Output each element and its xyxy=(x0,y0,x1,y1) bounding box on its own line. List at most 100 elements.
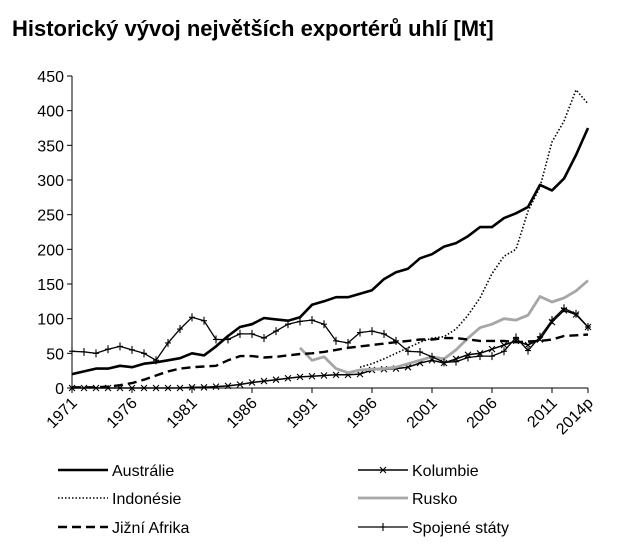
series-1-point-2006-b xyxy=(488,345,496,353)
series-5-point-2002 xyxy=(441,358,447,367)
series-1-point-1986 xyxy=(248,379,256,386)
series-1-point-1974-b xyxy=(104,384,112,392)
series-1-point-1984-b xyxy=(224,382,232,390)
series-5-point-1980 xyxy=(177,325,183,334)
series-1-point-1982-b xyxy=(200,383,208,391)
x-tick-label: 2001 xyxy=(404,395,441,432)
x-tick-label: 1981 xyxy=(164,395,201,432)
series-5-point-1994 xyxy=(345,338,351,347)
series-1-point-1985-b xyxy=(236,381,244,388)
y-tick-label: 150 xyxy=(37,277,64,294)
series-5-point-2008 xyxy=(513,333,519,342)
x-tick-label: 1996 xyxy=(344,395,381,432)
series-5-point-1978 xyxy=(153,356,159,365)
series-1-point-1988 xyxy=(272,376,280,384)
series-5-point-1989 xyxy=(285,320,291,329)
legend-item-1: Kolumbie xyxy=(358,463,479,480)
series-1-point-1978-b xyxy=(152,384,160,392)
y-tick-label: 450 xyxy=(37,69,64,86)
series-1-point-1977 xyxy=(140,384,148,392)
series-1-point-1992-b xyxy=(320,372,328,379)
series-5-point-2009 xyxy=(525,346,531,355)
series-5-point-1981 xyxy=(189,313,195,322)
series-1-point-1985 xyxy=(236,381,244,388)
series-5-point-1974 xyxy=(105,345,111,354)
series-5-point-1975 xyxy=(117,342,123,351)
series-1-point-1983-b xyxy=(212,383,220,391)
series-1-point-1989 xyxy=(284,374,292,382)
y-tick-label: 100 xyxy=(37,312,64,329)
legend-marker-5 xyxy=(380,523,386,531)
y-tick-label: 200 xyxy=(37,242,64,259)
series-5-point-1996 xyxy=(369,327,375,336)
legend: Austrálie Kolumbie Indonésie Rusko Jižní Afr… xyxy=(58,463,509,537)
series-5-point-1983 xyxy=(213,335,219,344)
y-tick-label: 50 xyxy=(46,346,64,363)
legend-marker-1-b xyxy=(379,466,387,474)
series-5-point-1977 xyxy=(141,349,147,358)
series-1-point-1993 xyxy=(332,371,340,379)
series-5-point-2006 xyxy=(489,352,495,361)
series-1-point-1976 xyxy=(128,384,136,392)
series-1-line xyxy=(72,309,589,389)
series-1-point-1973 xyxy=(92,384,100,392)
series-5-point-1979 xyxy=(165,338,171,347)
series-5-point-2003 xyxy=(453,357,459,366)
series-5-point-1976 xyxy=(129,345,135,354)
series-5-point-1972 xyxy=(81,347,87,356)
legend-item-5: Spojené státy xyxy=(358,520,509,537)
series-2-line xyxy=(359,89,589,368)
series-5-point-2012 xyxy=(561,304,567,313)
series-1-point-1989-b xyxy=(284,374,292,382)
series-5-point-2013 xyxy=(573,309,579,318)
legend-label-3: Rusko xyxy=(412,491,457,508)
series-5-point-1985 xyxy=(237,329,243,338)
series-1-point-1981-b xyxy=(188,383,196,391)
series-5-point-1995 xyxy=(357,328,363,337)
series-1-point-1972-b xyxy=(80,384,88,392)
legend-label-1: Kolumbie xyxy=(412,463,479,480)
series-1-point-1983 xyxy=(212,383,220,391)
series-1-point-2006 xyxy=(488,345,496,353)
series-1-point-1991-b xyxy=(308,372,316,380)
x-tick-label: 1986 xyxy=(224,395,261,432)
series-1-point-1977-b xyxy=(140,384,148,392)
series-5-point-1997 xyxy=(381,329,387,338)
series-5-line xyxy=(71,307,589,363)
series-1-point-1980-b xyxy=(176,384,184,392)
series-5-point-2014 xyxy=(585,322,591,331)
legend-item-2: Indonésie xyxy=(58,491,181,508)
legend-marker-1 xyxy=(379,466,387,474)
legend-item-4: Jižní Afrika xyxy=(58,520,189,537)
series-5-point-1982 xyxy=(201,316,207,325)
series-5-point-2007 xyxy=(501,347,507,356)
y-tick-label: 0 xyxy=(55,381,64,398)
x-tick-label: 1991 xyxy=(284,395,321,432)
series-1-point-1984 xyxy=(224,382,232,390)
series-5-point-2004 xyxy=(465,353,471,362)
series-1-point-1992 xyxy=(320,372,328,379)
series-5-point-1984 xyxy=(225,335,231,344)
legend-label-5: Spojené státy xyxy=(412,520,509,537)
x-tick-label: 2014p xyxy=(553,395,597,439)
series-1-point-1999-b xyxy=(404,363,412,371)
series-5-point-1973 xyxy=(93,349,99,358)
series-5-point-2010 xyxy=(537,332,543,341)
x-tick-label: 1971 xyxy=(44,395,81,432)
series-5-point-2005 xyxy=(477,352,483,361)
series-5-point-1991 xyxy=(309,316,315,325)
plot-area: 0 50 100 150 200 250 300 350 400 450 1971 1976 1981 1… xyxy=(37,69,597,438)
series-1-point-1981 xyxy=(188,383,196,391)
chart-title: Historický vývoj největších exportérů uh… xyxy=(12,16,494,41)
series-5-point-1998 xyxy=(393,336,399,345)
legend-label-2: Indonésie xyxy=(112,491,181,508)
series-1-point-1987 xyxy=(260,377,268,385)
y-tick-label: 300 xyxy=(37,173,64,190)
series-1-point-2009-b xyxy=(524,341,532,349)
series-5-point-1999 xyxy=(405,347,411,356)
series-5-point-1971 xyxy=(69,347,75,356)
x-tick-label: 1976 xyxy=(104,395,141,432)
series-5-point-2011 xyxy=(549,316,555,325)
series-1-point-2007-b xyxy=(500,341,508,349)
